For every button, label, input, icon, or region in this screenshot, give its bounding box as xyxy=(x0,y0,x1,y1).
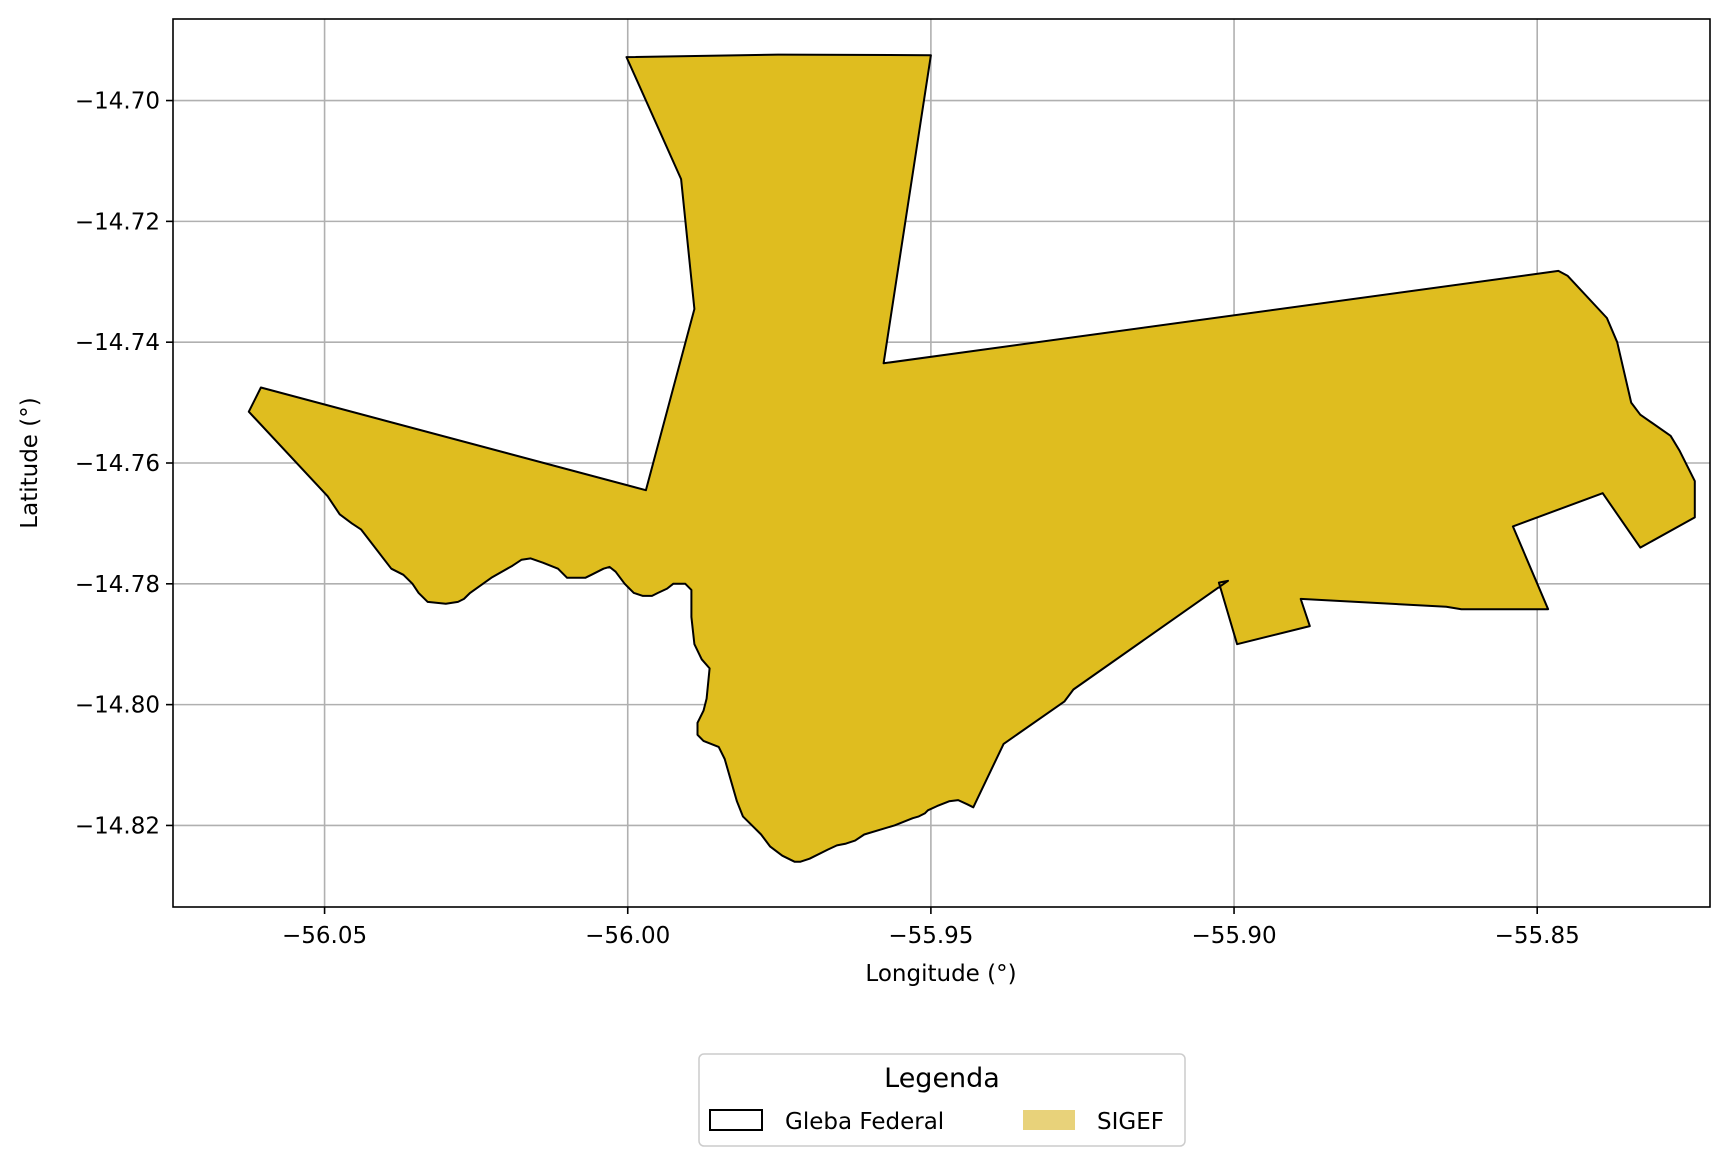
legend-label-gleba-federal: Gleba Federal xyxy=(785,1109,944,1135)
y-tick-label-6: −14.82 xyxy=(75,813,160,839)
x-axis-ticks: −56.05 −56.00 −55.95 −55.90 −55.85 xyxy=(282,907,1580,949)
y-tick-label-4: −14.78 xyxy=(75,572,160,598)
legend-title: Legenda xyxy=(884,1063,1000,1094)
x-tick-label-0: −56.05 xyxy=(282,923,367,949)
x-tick-label-2: −55.95 xyxy=(888,923,973,949)
legend-label-sigef: SIGEF xyxy=(1097,1109,1164,1135)
x-tick-label-3: −55.90 xyxy=(1191,923,1276,949)
y-tick-label-3: −14.76 xyxy=(75,451,160,477)
x-tick-label-4: −55.85 xyxy=(1495,923,1580,949)
legend-swatch-gleba-federal xyxy=(709,1109,763,1131)
y-tick-label-5: −14.80 xyxy=(75,693,160,719)
y-tick-label-2: −14.74 xyxy=(75,330,160,356)
y-axis-ticks: −14.70 −14.72 −14.74 −14.76 −14.78 −14.80 −14.… xyxy=(75,89,173,839)
y-tick-label-0: −14.70 xyxy=(75,89,160,115)
x-tick-label-1: −56.00 xyxy=(585,923,670,949)
x-axis-label: Longitude (°) xyxy=(865,961,1016,987)
y-tick-label-1: −14.72 xyxy=(75,209,160,235)
legend-swatch-sigef xyxy=(1023,1110,1075,1130)
gleba-polygon xyxy=(247,53,1696,863)
legend: Legenda Gleba Federal SIGEF xyxy=(698,1053,1186,1147)
y-axis-label: Latitude (°) xyxy=(17,397,43,528)
